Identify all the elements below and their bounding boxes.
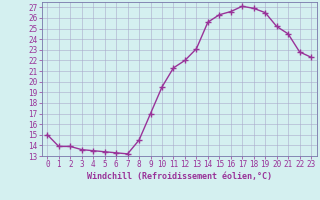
X-axis label: Windchill (Refroidissement éolien,°C): Windchill (Refroidissement éolien,°C) — [87, 172, 272, 181]
